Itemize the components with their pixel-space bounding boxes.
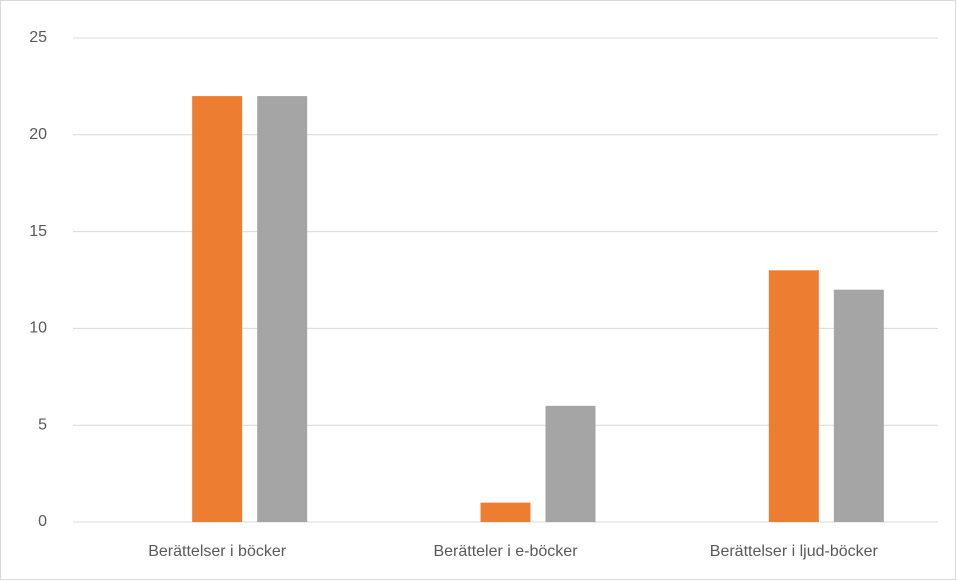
bar: [257, 96, 308, 522]
y-tick-label: 5: [38, 416, 47, 433]
y-tick-label: 25: [29, 29, 47, 46]
bar: [833, 289, 884, 522]
bar: [192, 96, 243, 522]
x-tick-label: Berättelser i böcker: [148, 543, 287, 560]
x-tick-label: Berättelser i ljud-böcker: [710, 543, 879, 560]
y-tick-label: 10: [29, 320, 47, 337]
y-tick-label: 0: [38, 513, 47, 530]
y-tick-label: 20: [29, 126, 47, 143]
y-tick-label: 15: [29, 223, 47, 240]
x-tick-label: Berätteler i e-böcker: [433, 543, 578, 560]
bar: [545, 405, 596, 522]
bar: [480, 502, 531, 522]
bar: [768, 270, 819, 522]
